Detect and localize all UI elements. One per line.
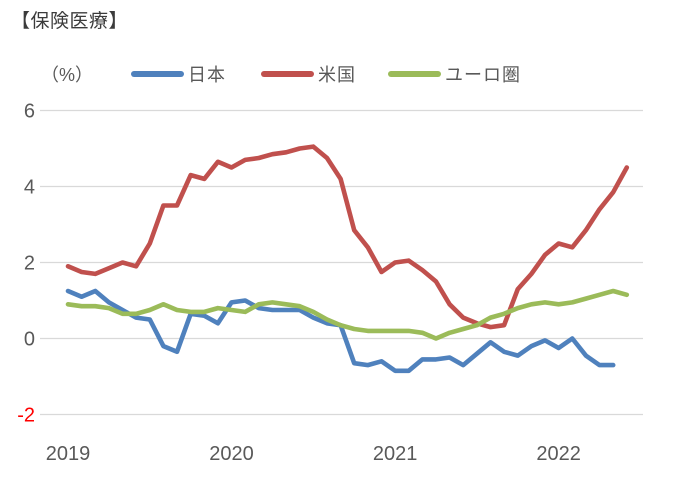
y-tick-label: 0 bbox=[24, 329, 35, 351]
legend-item-japan: 日本 bbox=[131, 60, 226, 88]
y-tick-label: 6 bbox=[24, 101, 35, 123]
y-tick-label: 4 bbox=[24, 177, 35, 199]
y-tick-label: 2 bbox=[24, 253, 35, 275]
series-line bbox=[65, 288, 630, 341]
x-tick-label: 2021 bbox=[373, 443, 418, 465]
legend: （%） 日本 米国 ユーロ圏 bbox=[0, 60, 673, 90]
us-line-swatch-icon bbox=[261, 71, 314, 77]
japan-line-swatch-icon bbox=[131, 71, 184, 77]
y-axis-unit-label: （%） bbox=[41, 65, 94, 85]
chart-title: 【保険医療】 bbox=[11, 11, 129, 32]
series-line bbox=[65, 144, 630, 330]
x-tick-label: 2020 bbox=[209, 443, 254, 465]
euro-line-swatch-icon bbox=[388, 71, 441, 77]
x-tick-label: 2022 bbox=[536, 443, 581, 465]
legend-item-euro: ユーロ圏 bbox=[388, 60, 521, 88]
legend-item-us: 米国 bbox=[261, 60, 356, 88]
x-tick-label: 2019 bbox=[46, 443, 91, 465]
y-tick-label: -2 bbox=[17, 405, 35, 427]
legend-label-japan: 日本 bbox=[188, 65, 226, 85]
legend-label-euro: ユーロ圏 bbox=[445, 65, 521, 85]
legend-label-us: 米国 bbox=[318, 65, 356, 85]
